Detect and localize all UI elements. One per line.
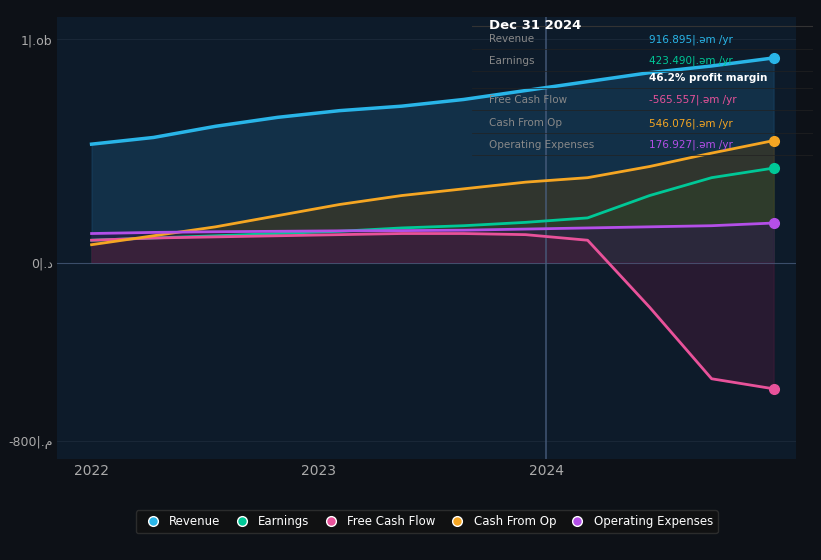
Text: Operating Expenses: Operating Expenses xyxy=(489,140,594,150)
Text: Cash From Op: Cash From Op xyxy=(489,118,562,128)
Text: Free Cash Flow: Free Cash Flow xyxy=(489,95,567,105)
Text: Revenue: Revenue xyxy=(489,34,534,44)
Text: Earnings: Earnings xyxy=(489,56,534,66)
Text: -565.557|.əm /yr: -565.557|.əm /yr xyxy=(649,95,737,105)
Text: 46.2% profit margin: 46.2% profit margin xyxy=(649,73,768,83)
Text: 176.927|.əm /yr: 176.927|.əm /yr xyxy=(649,140,733,151)
Text: 916.895|.əm /yr: 916.895|.əm /yr xyxy=(649,34,733,45)
Legend: Revenue, Earnings, Free Cash Flow, Cash From Op, Operating Expenses: Revenue, Earnings, Free Cash Flow, Cash … xyxy=(136,511,718,533)
Text: Dec 31 2024: Dec 31 2024 xyxy=(489,19,581,32)
Text: 546.076|.əm /yr: 546.076|.əm /yr xyxy=(649,118,733,129)
Text: 423.490|.əm /yr: 423.490|.əm /yr xyxy=(649,56,733,67)
